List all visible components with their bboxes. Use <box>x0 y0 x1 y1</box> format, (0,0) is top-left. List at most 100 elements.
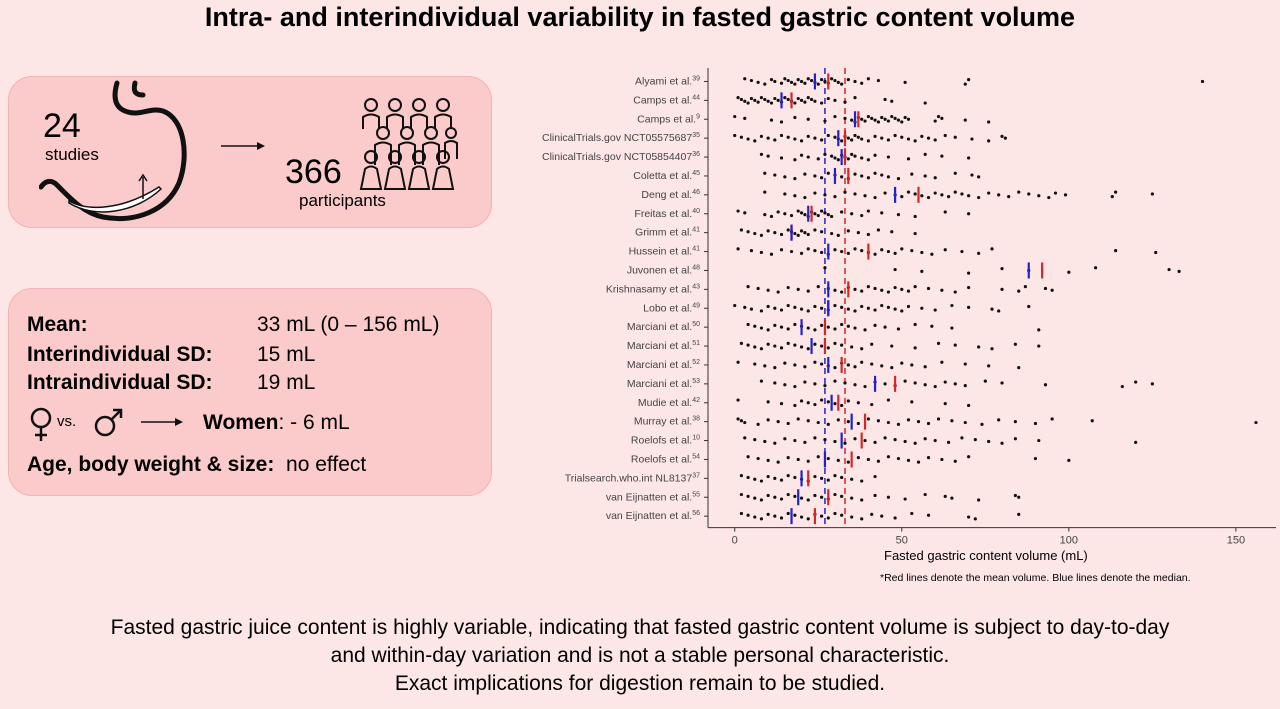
data-point <box>786 285 790 290</box>
data-point <box>870 116 874 120</box>
data-point <box>803 365 807 369</box>
data-point <box>923 174 927 178</box>
data-point <box>809 97 814 102</box>
data-point <box>913 285 917 289</box>
data-point <box>960 436 964 440</box>
data-point <box>920 250 924 255</box>
data-point <box>846 157 850 161</box>
data-point <box>1067 270 1071 274</box>
data-point <box>977 251 981 255</box>
data-point <box>866 139 870 143</box>
data-point <box>900 361 904 365</box>
study-label: Roelofs et al.54 <box>631 453 700 465</box>
data-point <box>866 232 870 237</box>
data-point <box>850 152 854 156</box>
data-point <box>920 194 924 198</box>
data-point <box>883 97 887 102</box>
data-point <box>967 212 971 216</box>
data-point <box>806 517 810 521</box>
data-point <box>1150 192 1154 196</box>
data-point <box>840 322 844 327</box>
data-point <box>873 440 877 444</box>
data-point <box>786 421 790 426</box>
data-point <box>783 77 787 81</box>
data-point <box>883 117 887 121</box>
data-point <box>739 419 744 423</box>
data-point <box>926 456 931 460</box>
data-point <box>799 139 804 143</box>
data-point <box>913 346 917 350</box>
data-point <box>943 248 947 252</box>
data-point <box>816 455 820 459</box>
data-point <box>776 420 780 424</box>
data-point <box>786 511 790 516</box>
data-point <box>1063 193 1068 197</box>
data-point <box>806 347 810 351</box>
data-point <box>799 345 804 349</box>
data-point <box>860 304 864 309</box>
data-point <box>833 511 837 516</box>
data-point <box>796 78 800 82</box>
data-point <box>910 363 914 367</box>
data-point <box>773 476 777 480</box>
data-point <box>843 116 847 120</box>
data-point <box>890 99 894 103</box>
data-point <box>903 115 907 120</box>
data-point <box>813 342 817 346</box>
data-point <box>850 138 854 142</box>
data-point <box>987 439 991 444</box>
data-point <box>866 285 870 289</box>
data-point <box>786 341 790 345</box>
data-point <box>759 498 764 502</box>
data-point <box>823 152 827 156</box>
data-point <box>736 398 740 402</box>
data-point <box>830 231 834 236</box>
data-point <box>900 287 904 291</box>
data-point <box>830 77 834 81</box>
data-point <box>806 77 810 81</box>
data-point <box>736 209 740 213</box>
data-point <box>799 496 804 500</box>
data-point <box>813 228 817 232</box>
data-point <box>826 171 830 175</box>
data-point <box>967 194 971 198</box>
data-point <box>793 384 797 389</box>
data-point <box>806 134 810 138</box>
data-point <box>997 309 1001 313</box>
data-point <box>773 495 777 499</box>
data-point <box>833 78 837 83</box>
data-point <box>880 303 884 308</box>
data-point <box>820 101 824 105</box>
data-point <box>880 173 884 177</box>
mean-label: Mean: <box>27 313 88 336</box>
study-label: Krishnasamy et al.43 <box>606 283 700 295</box>
data-point <box>903 379 907 383</box>
study-label: ClinicalTrials.gov NCT0585440736 <box>542 151 700 163</box>
data-point <box>779 248 784 252</box>
data-point <box>769 214 774 219</box>
data-point <box>950 419 954 423</box>
data-point <box>833 327 837 331</box>
data-point <box>816 420 820 425</box>
data-point <box>793 101 797 105</box>
data-point <box>936 417 941 421</box>
data-point <box>943 494 947 498</box>
inter-sd-value: 15 mL <box>257 343 316 366</box>
data-point <box>833 156 837 160</box>
data-point <box>1037 438 1041 443</box>
data-point <box>793 305 797 309</box>
data-point <box>896 456 901 461</box>
data-point <box>759 152 764 156</box>
data-point <box>773 173 777 177</box>
data-point <box>833 366 837 370</box>
data-point <box>846 420 850 424</box>
data-point <box>963 82 967 86</box>
inter-sd-label: Interindividual SD: <box>27 343 213 366</box>
data-point <box>756 80 760 84</box>
data-point <box>773 306 777 310</box>
data-point <box>1037 328 1041 332</box>
participants-count: 366 <box>285 153 342 191</box>
data-point <box>1200 79 1205 84</box>
data-point <box>833 474 837 478</box>
data-point <box>900 309 904 313</box>
